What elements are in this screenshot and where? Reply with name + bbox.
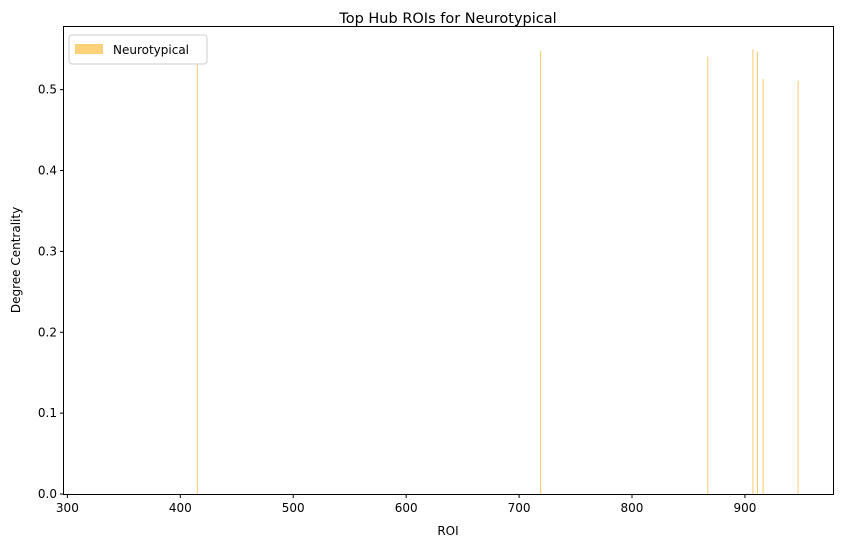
legend: Neurotypical <box>68 34 208 65</box>
x-tick-label: 600 <box>395 501 418 515</box>
x-tick-label: 400 <box>169 501 192 515</box>
legend-swatch <box>75 44 103 54</box>
legend-label: Neurotypical <box>113 43 189 57</box>
y-tick-label: 0.3 <box>38 244 57 258</box>
chart-title: Top Hub ROIs for Neurotypical <box>338 11 556 27</box>
plot-frame <box>63 26 834 495</box>
bar <box>707 56 709 494</box>
x-tick-label: 500 <box>282 501 305 515</box>
x-axis-ticks: 300 400 500 600 700 800 900 <box>56 494 756 515</box>
bar <box>762 79 764 494</box>
bar <box>797 80 799 494</box>
y-tick-label: 0.1 <box>38 406 57 420</box>
y-tick-label: 0.0 <box>38 487 57 501</box>
bar <box>540 50 542 495</box>
x-tick-label: 700 <box>508 501 531 515</box>
y-tick-label: 0.4 <box>38 164 57 178</box>
y-tick-label: 0.2 <box>38 325 57 339</box>
y-axis-label: Degree Centrality <box>9 207 23 313</box>
y-tick-label: 0.5 <box>38 83 57 97</box>
bar <box>756 51 758 495</box>
legend-frame <box>68 34 208 65</box>
x-axis-label: ROI <box>437 524 458 538</box>
bar <box>196 62 198 494</box>
y-axis-ticks: 0.0 0.1 0.2 0.3 0.4 0.5 <box>38 83 64 501</box>
x-tick-label: 300 <box>56 501 79 515</box>
bar <box>752 49 754 494</box>
bars-group <box>196 49 799 495</box>
x-tick-label: 800 <box>621 501 644 515</box>
x-tick-label: 900 <box>733 501 756 515</box>
